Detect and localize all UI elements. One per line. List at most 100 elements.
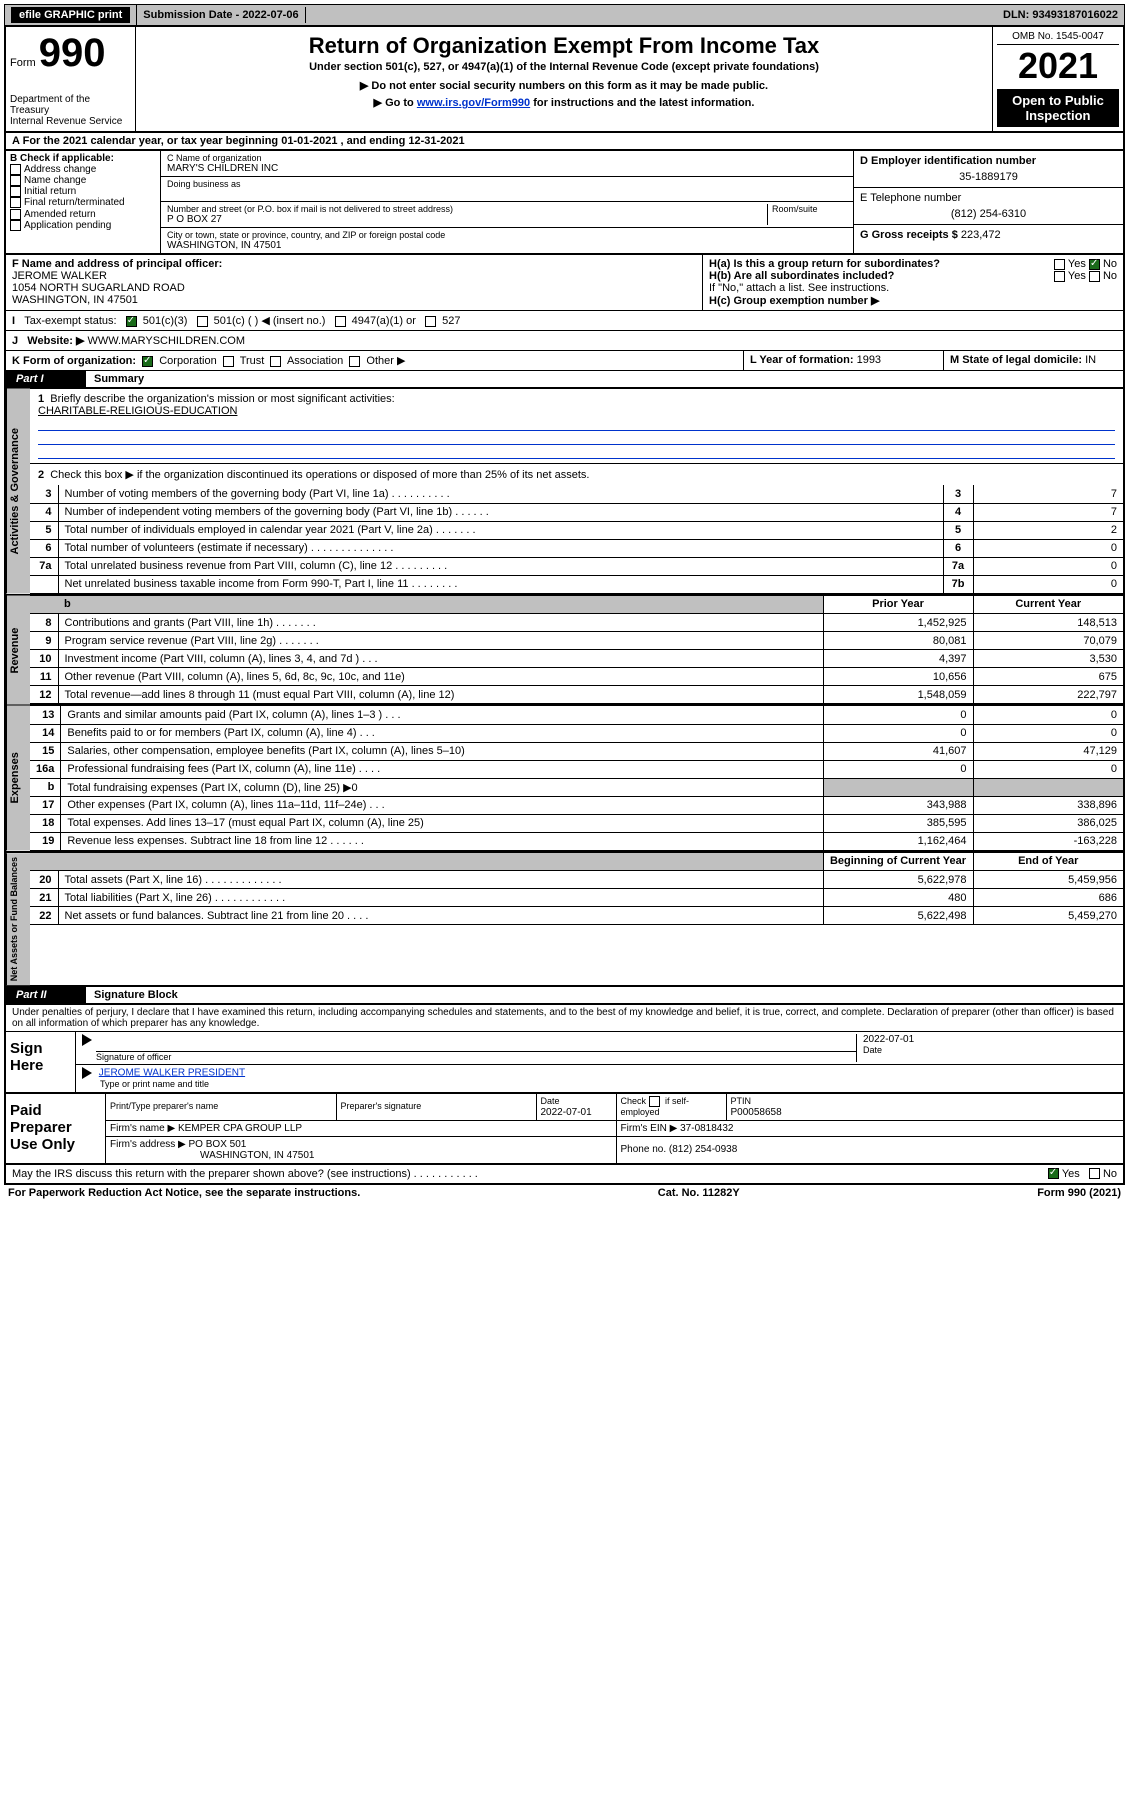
- table-header: Beginning of Current YearEnd of Year: [30, 853, 1123, 871]
- part2-title: Signature Block: [86, 987, 186, 1003]
- chk-amended[interactable]: [10, 209, 21, 220]
- org-city: WASHINGTON, IN 47501: [167, 240, 847, 251]
- net-block: Net Assets or Fund Balances Beginning of…: [4, 853, 1125, 987]
- subtitle-1: Under section 501(c), 527, or 4947(a)(1)…: [140, 61, 988, 73]
- revenue-label: Revenue: [6, 596, 30, 705]
- chk-address[interactable]: [10, 164, 21, 175]
- preparer-label: Paid Preparer Use Only: [6, 1094, 106, 1163]
- table-row: 4Number of independent voting members of…: [30, 503, 1123, 521]
- row-j: J Website: ▶ WWW.MARYSCHILDREN.COM: [4, 331, 1125, 351]
- section-bcdefg: B Check if applicable: Address change Na…: [4, 151, 1125, 255]
- table-row: 15Salaries, other compensation, employee…: [30, 742, 1123, 760]
- chk-name[interactable]: [10, 175, 21, 186]
- hc-label: H(c) Group exemption number ▶: [709, 295, 879, 307]
- declaration: Under penalties of perjury, I declare th…: [4, 1005, 1125, 1032]
- part1-header: Part I Summary: [4, 371, 1125, 389]
- officer-addr1: 1054 NORTH SUGARLAND ROAD: [12, 282, 185, 294]
- table-row: Net unrelated business taxable income fr…: [30, 575, 1123, 593]
- hb-no[interactable]: [1089, 271, 1100, 282]
- net-table: Beginning of Current YearEnd of Year20To…: [30, 853, 1123, 926]
- row-klm: K Form of organization: Corporation Trus…: [4, 351, 1125, 371]
- subtitle-2: ▶ Do not enter social security numbers o…: [140, 79, 988, 92]
- form-prefix: Form: [10, 57, 36, 69]
- chk-4947[interactable]: [335, 316, 346, 327]
- officer-sig-name[interactable]: JEROME WALKER PRESIDENT: [99, 1067, 245, 1078]
- table-row: 16aProfessional fundraising fees (Part I…: [30, 760, 1123, 778]
- part2-label: Part II: [6, 987, 86, 1003]
- ha-no[interactable]: [1089, 259, 1100, 270]
- row-fh: F Name and address of principal officer:…: [4, 255, 1125, 311]
- efile-btn[interactable]: efile GRAPHIC print: [11, 7, 130, 23]
- prep-name-label: Print/Type preparer's name: [110, 1101, 218, 1111]
- chk-corp[interactable]: [142, 356, 153, 367]
- expenses-label: Expenses: [6, 706, 30, 851]
- k-label: K Form of organization:: [12, 355, 136, 367]
- table-row: 13Grants and similar amounts paid (Part …: [30, 706, 1123, 724]
- topbar: efile GRAPHIC print Submission Date - 20…: [4, 4, 1125, 26]
- phone-label: E Telephone number: [860, 192, 961, 204]
- firm-ein: 37-0818432: [680, 1123, 733, 1134]
- efile-print[interactable]: efile GRAPHIC print: [5, 5, 137, 25]
- chk-final[interactable]: [10, 197, 21, 208]
- year-formation: 1993: [857, 354, 881, 366]
- arrow-icon: [82, 1034, 92, 1046]
- f-label: F Name and address of principal officer:: [12, 258, 222, 270]
- table-row: 6Total number of volunteers (estimate if…: [30, 539, 1123, 557]
- table-row: 9Program service revenue (Part VIII, lin…: [30, 632, 1123, 650]
- sign-block: Sign Here Signature of officer 2022-07-0…: [4, 1032, 1125, 1094]
- governance-block: Activities & Governance 1 Briefly descri…: [4, 389, 1125, 596]
- header-title-box: Return of Organization Exempt From Incom…: [136, 27, 993, 131]
- chk-pending[interactable]: [10, 220, 21, 231]
- website: WWW.MARYSCHILDREN.COM: [88, 335, 245, 347]
- expenses-block: Expenses 13Grants and similar amounts pa…: [4, 706, 1125, 853]
- row-i: I Tax-exempt status: 501(c)(3) 501(c) ( …: [4, 311, 1125, 331]
- mission: CHARITABLE-RELIGIOUS-EDUCATION: [38, 405, 237, 417]
- chk-self-emp[interactable]: [649, 1096, 660, 1107]
- org-addr: P O BOX 27: [167, 214, 767, 225]
- footer-left: For Paperwork Reduction Act Notice, see …: [8, 1187, 360, 1199]
- footer: For Paperwork Reduction Act Notice, see …: [4, 1185, 1125, 1201]
- prep-sig-label: Preparer's signature: [341, 1101, 422, 1111]
- phone-value: (812) 254-6310: [860, 208, 1117, 220]
- table-row: 22Net assets or fund balances. Subtract …: [30, 907, 1123, 925]
- chk-assoc[interactable]: [270, 356, 281, 367]
- table-row: 19Revenue less expenses. Subtract line 1…: [30, 832, 1123, 850]
- discuss-yes[interactable]: [1048, 1168, 1059, 1179]
- ha-yes[interactable]: [1054, 259, 1065, 270]
- chk-501c[interactable]: [197, 316, 208, 327]
- m-label: M State of legal domicile:: [950, 354, 1082, 366]
- chk-other[interactable]: [349, 356, 360, 367]
- room-label: Room/suite: [772, 204, 847, 214]
- discuss-label: May the IRS discuss this return with the…: [12, 1168, 1048, 1180]
- sig-officer-label: Signature of officer: [96, 1052, 856, 1062]
- footer-mid: Cat. No. 11282Y: [658, 1187, 740, 1199]
- chk-initial[interactable]: [10, 186, 21, 197]
- box-b: B Check if applicable: Address change Na…: [6, 151, 161, 253]
- submission-date: Submission Date - 2022-07-06: [137, 7, 305, 23]
- irs-label: Internal Revenue Service: [10, 116, 131, 127]
- irs-link[interactable]: www.irs.gov/Form990: [417, 97, 530, 109]
- subtitle-3: ▶ Go to www.irs.gov/Form990 for instruct…: [140, 96, 988, 109]
- header-right: OMB No. 1545-0047 2021 Open to Public In…: [993, 27, 1123, 131]
- dept-treasury: Department of the Treasury: [10, 94, 131, 116]
- box-h: H(a) Is this a group return for subordin…: [703, 255, 1123, 310]
- firm-phone: (812) 254-0938: [669, 1144, 737, 1155]
- chk-501c3[interactable]: [126, 316, 137, 327]
- tax-year: 2021: [997, 45, 1119, 87]
- table-row: 18Total expenses. Add lines 13–17 (must …: [30, 814, 1123, 832]
- dln: DLN: 93493187016022: [997, 7, 1124, 23]
- chk-trust[interactable]: [223, 356, 234, 367]
- addr-label: Number and street (or P.O. box if mail i…: [167, 204, 767, 214]
- box-b-label: B Check if applicable:: [10, 153, 114, 164]
- governance-table: 3Number of voting members of the governi…: [30, 485, 1123, 594]
- expenses-table: 13Grants and similar amounts paid (Part …: [30, 706, 1123, 851]
- dba-label: Doing business as: [167, 179, 847, 189]
- form-number: 990: [39, 31, 106, 75]
- chk-527[interactable]: [425, 316, 436, 327]
- hb-yes[interactable]: [1054, 271, 1065, 282]
- discuss-no[interactable]: [1089, 1168, 1100, 1179]
- table-row: 3Number of voting members of the governi…: [30, 485, 1123, 503]
- q1: Briefly describe the organization's miss…: [50, 393, 394, 405]
- table-row: 11Other revenue (Part VIII, column (A), …: [30, 668, 1123, 686]
- officer-name: JEROME WALKER: [12, 270, 107, 282]
